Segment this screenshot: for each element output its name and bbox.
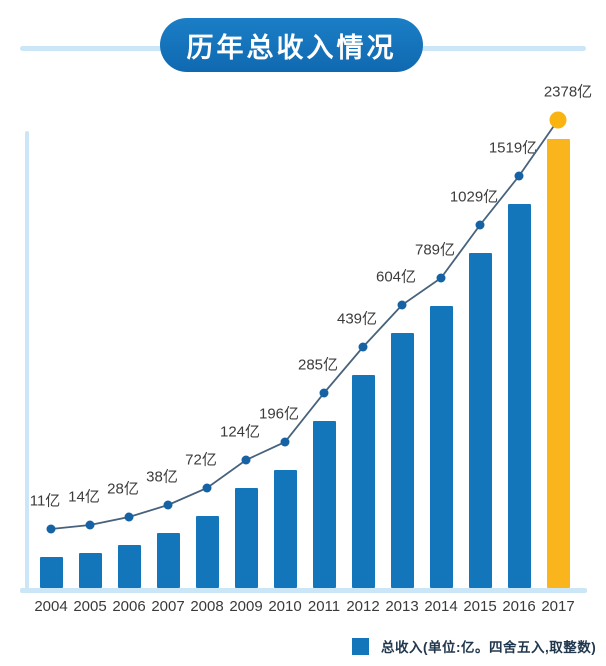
trend-dot-2008 [202, 483, 212, 493]
value-label-2012: 439亿 [336, 310, 378, 328]
year-label-2011: 2011 [307, 598, 341, 615]
trend-dot-2015 [475, 220, 485, 230]
bar-2007 [156, 533, 180, 588]
year-label-2005: 2005 [73, 598, 107, 615]
bar-2012 [351, 375, 375, 588]
value-label-2007: 38亿 [146, 468, 178, 486]
bar-2006 [117, 545, 141, 588]
year-label-2006: 2006 [112, 598, 146, 615]
value-label-2016: 1519亿 [488, 139, 538, 157]
value-label-2017: 2378亿 [543, 83, 593, 101]
bar-2016 [507, 204, 531, 588]
year-label-2017: 2017 [541, 598, 575, 615]
value-label-2013: 604亿 [375, 268, 417, 286]
year-label-2010: 2010 [268, 598, 302, 615]
trend-dot-2017 [549, 111, 567, 129]
value-label-2008: 72亿 [185, 451, 217, 469]
year-label-2004: 2004 [34, 598, 68, 615]
year-label-2012: 2012 [346, 598, 380, 615]
value-label-2004: 11亿 [29, 492, 61, 510]
value-label-2006: 28亿 [107, 480, 139, 498]
trend-dot-2016 [514, 171, 524, 181]
year-label-2013: 2013 [385, 598, 419, 615]
trend-dot-2004 [46, 524, 56, 534]
bar-2009 [234, 488, 258, 588]
year-label-2016: 2016 [502, 598, 536, 615]
bar-2014 [429, 306, 453, 588]
bar-2017 [546, 139, 570, 588]
x-axis-line [20, 588, 587, 593]
bar-2004 [39, 557, 63, 588]
year-label-2009: 2009 [229, 598, 263, 615]
bar-2013 [390, 333, 414, 588]
y-axis-line [25, 131, 29, 589]
year-label-2007: 2007 [151, 598, 185, 615]
bar-2008 [195, 516, 219, 588]
legend-label: 总收入(单位:亿。四舍五入,取整数) [381, 640, 597, 655]
bar-2015 [468, 253, 492, 588]
value-label-2009: 124亿 [219, 423, 261, 441]
year-label-2008: 2008 [190, 598, 224, 615]
bar-2011 [312, 421, 336, 588]
trend-dot-2006 [124, 512, 134, 522]
value-label-2005: 14亿 [68, 488, 100, 506]
legend: 总收入(单位:亿。四舍五入,取整数) [352, 636, 596, 656]
trend-dot-2013 [397, 300, 407, 310]
value-label-2010: 196亿 [258, 405, 300, 423]
value-label-2014: 789亿 [414, 241, 456, 259]
trend-dot-2010 [280, 437, 290, 447]
value-label-2015: 1029亿 [449, 188, 499, 206]
trend-dot-2007 [163, 500, 173, 510]
page-title: 历年总收入情况 [160, 18, 423, 72]
year-label-2014: 2014 [424, 598, 458, 615]
year-label-2015: 2015 [463, 598, 497, 615]
trend-dot-2009 [241, 455, 251, 465]
trend-dot-2005 [85, 520, 95, 530]
trend-dot-2014 [436, 273, 446, 283]
trend-dot-2011 [319, 388, 329, 398]
legend-swatch [352, 637, 369, 655]
trend-dot-2012 [358, 342, 368, 352]
value-label-2011: 285亿 [297, 356, 339, 374]
bar-2010 [273, 470, 297, 588]
bar-2005 [78, 553, 102, 588]
